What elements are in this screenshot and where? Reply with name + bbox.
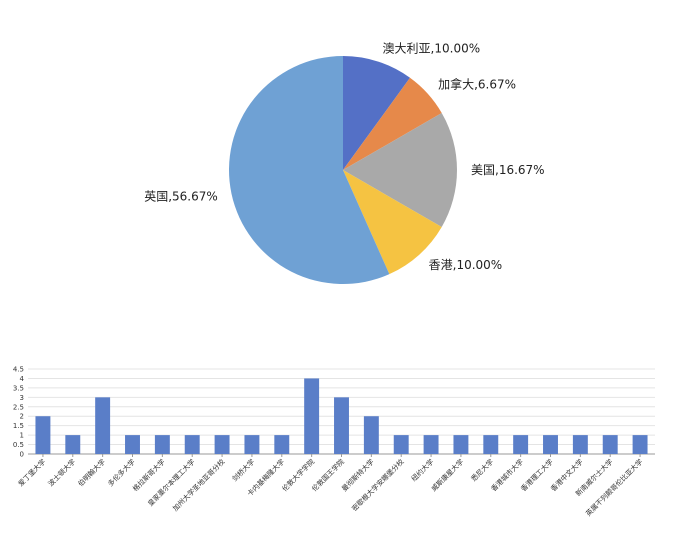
pie-label-5: 英国,56.67% — [144, 190, 218, 204]
x-category-label: 剑桥大学 — [230, 457, 256, 483]
bar-20 — [602, 435, 618, 454]
pie-label-1: 澳大利亚,10.00% — [383, 41, 481, 55]
bar-chart: 0 0.51 1.52 2.53 3.544.5 爱丁堡大学 波士顿大学 伯明翰大学 多伦多大学… — [13, 366, 655, 518]
x-category-label: 悉尼大学 — [469, 457, 495, 483]
y-tick-label: 2.5 — [13, 403, 24, 411]
pie-slice-1 — [343, 56, 411, 170]
bar-6 — [184, 435, 200, 454]
y-tick-label: 1.5 — [13, 422, 24, 430]
bar-15 — [453, 435, 469, 454]
x-category-label: 纽约大学 — [409, 457, 435, 483]
bar-1 — [35, 416, 51, 454]
bar-21 — [632, 435, 648, 454]
bar-19 — [572, 435, 588, 454]
x-category-label: 爱丁堡大学 — [16, 457, 47, 488]
pie-slice-3 — [343, 113, 457, 228]
pie-label-2: 加拿大,6.67% — [438, 76, 516, 91]
pie-slice-5 — [229, 56, 390, 284]
x-category-label: 威斯康星大学 — [429, 457, 465, 493]
y-tick-label: 2 — [20, 413, 24, 421]
pie-slice-2 — [343, 77, 442, 170]
y-tick-label: 0.5 — [13, 441, 24, 449]
bar-18 — [543, 435, 558, 454]
bar-16 — [483, 435, 499, 454]
y-tick-label: 3.5 — [13, 384, 24, 392]
x-category-label: 加州大学圣地亚哥分校 — [171, 457, 227, 513]
bar-11 — [334, 397, 349, 454]
bar-14 — [423, 435, 439, 454]
bar-7 — [214, 435, 230, 454]
bar-2 — [65, 435, 81, 454]
y-tick-label: 3 — [20, 394, 24, 402]
pie-chart: 澳大利亚,10.00% 加拿大,6.67% 美国,16.67% 香港,10.00% 英国… — [144, 41, 545, 284]
x-category-label: 波士顿大学 — [46, 457, 77, 488]
pie-slice-4 — [343, 170, 442, 275]
x-category-label: 密歇根大学安娜堡分校 — [350, 457, 406, 513]
bar-13 — [393, 435, 409, 454]
pie-label-4: 香港,10.00% — [429, 258, 503, 272]
bar-10 — [304, 378, 320, 454]
y-tick-label: 0 — [20, 451, 24, 459]
bar-3 — [95, 397, 111, 454]
x-category-label: 英属不列颠哥伦比亚大学 — [584, 457, 645, 518]
x-category-label: 多伦多大学 — [106, 457, 137, 488]
pie-label-3: 美国,16.67% — [471, 163, 545, 177]
y-tick-label: 4 — [20, 375, 25, 383]
bar-9 — [274, 435, 290, 454]
y-tick-label: 4.5 — [13, 366, 24, 374]
x-category-label: 伯明翰大学 — [76, 457, 107, 488]
bar-4 — [125, 435, 140, 454]
y-tick-label: 1 — [20, 432, 24, 440]
bar-8 — [244, 435, 260, 454]
bar-17 — [513, 435, 529, 454]
bar-12 — [363, 416, 379, 454]
bar-5 — [154, 435, 170, 454]
